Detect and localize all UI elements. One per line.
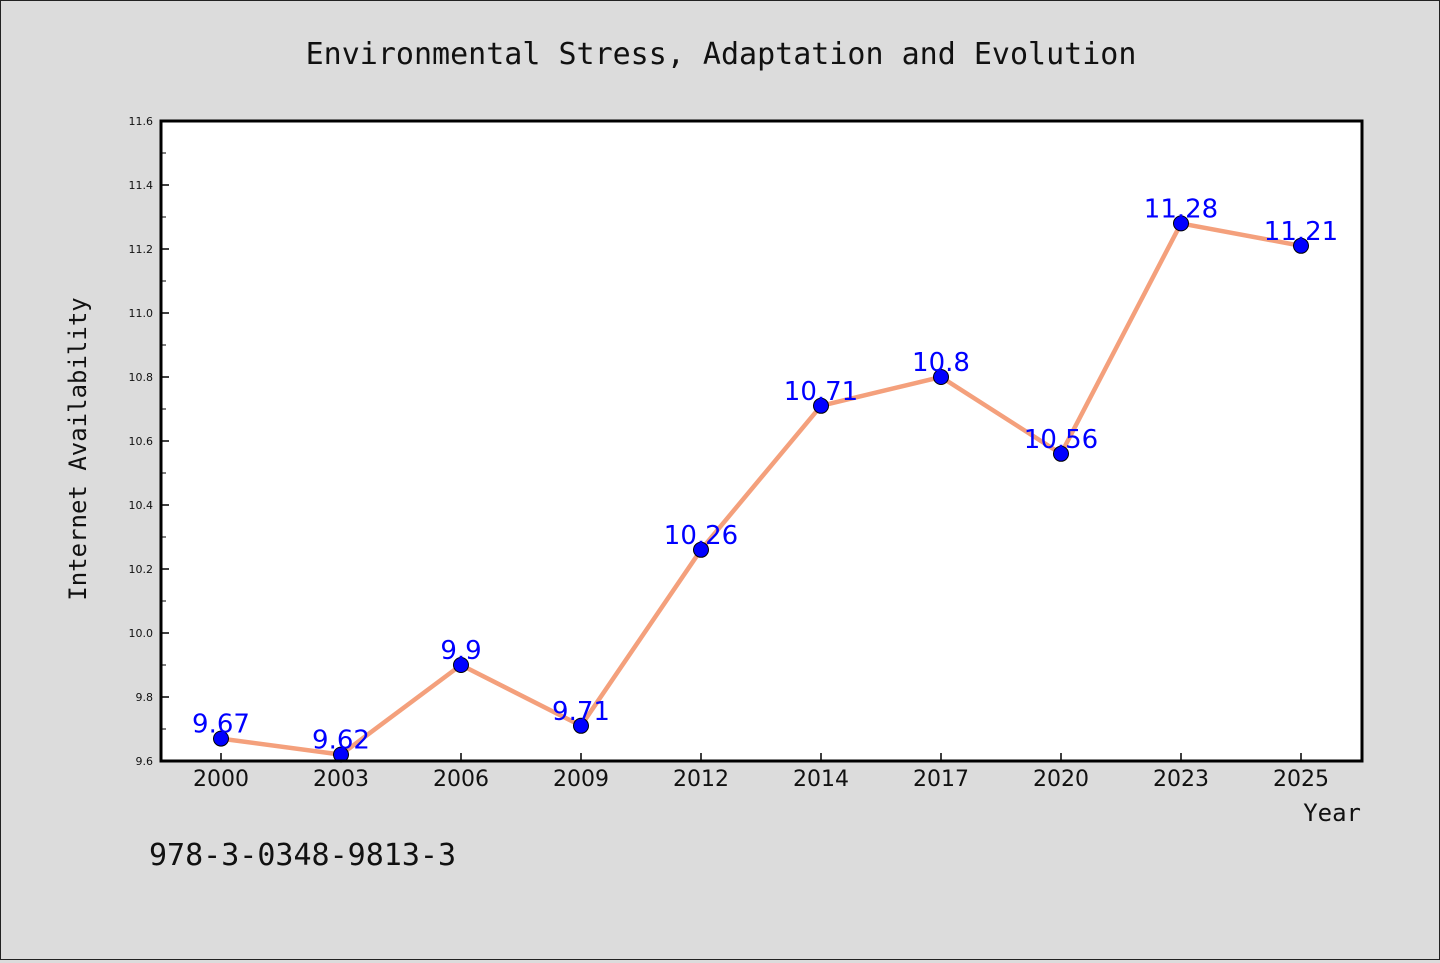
x-tick-label: 2020 [1033,767,1089,792]
x-tick-label: 2014 [793,767,849,792]
y-tick-label: 9.6 [136,755,154,768]
x-tick-label: 2023 [1153,767,1209,792]
data-label: 11.28 [1144,194,1218,224]
data-label: 10.56 [1024,425,1098,455]
x-tick-label: 2025 [1273,767,1329,792]
chart-title: Environmental Stress, Adaptation and Evo… [306,37,1137,72]
data-label: 9.67 [192,710,250,740]
data-point [693,541,709,558]
x-tick-label: 2017 [913,767,969,792]
y-tick-label: 10.2 [129,563,154,576]
data-label: 9.62 [312,726,370,756]
data-point [933,369,949,385]
data-label: 9.9 [440,636,481,666]
plot-area [161,121,1362,761]
x-tick-label: 2003 [313,767,369,792]
x-tick-label: 2006 [433,767,489,792]
data-label: 10.8 [912,348,970,378]
y-tick-label: 10.8 [129,371,154,384]
isbn-text: 978-3-0348-9813-3 [149,838,456,873]
y-tick-label: 10.6 [129,435,154,448]
data-point [813,397,829,414]
x-axis-ticks: 2000 2003 2006 2009 2012 2014 2017 2020 2023 2025 [193,753,1329,792]
data-point [1053,445,1069,462]
y-axis-label: Internet Availability [64,297,92,600]
x-tick-label: 2000 [193,767,249,792]
y-tick-label: 10.4 [129,499,154,512]
x-tick-label: 2012 [673,767,729,792]
y-tick-label: 11.2 [129,243,154,256]
plot-border [159,119,1364,763]
y-tick-label: 11.6 [129,115,154,128]
y-tick-label: 9.8 [136,691,154,704]
y-tick-label: 10.0 [129,627,154,640]
data-label: 10.71 [784,377,858,407]
series-layer: 9.67 9.62 9.9 9.71 10.26 10.71 10.8 10.56 11.28 1… [192,194,1338,763]
data-label: 9.71 [552,697,610,727]
y-tick-label: 11.0 [129,307,154,320]
y-tick-label: 11.4 [129,179,154,192]
data-point [1173,215,1189,232]
x-tick-label: 2009 [553,767,609,792]
data-point [573,717,589,734]
data-label: 11.21 [1264,217,1338,247]
data-point [1293,237,1309,254]
data-label: 10.26 [664,521,738,551]
data-point [453,657,469,673]
data-point [213,730,229,747]
x-axis-label: Year [1303,799,1361,827]
y-axis-ticks: 9.6 9.8 10.0 10.2 10.4 10.6 10.8 11.0 11.2 11.4 11… [129,115,169,768]
series-line [218,221,1304,757]
